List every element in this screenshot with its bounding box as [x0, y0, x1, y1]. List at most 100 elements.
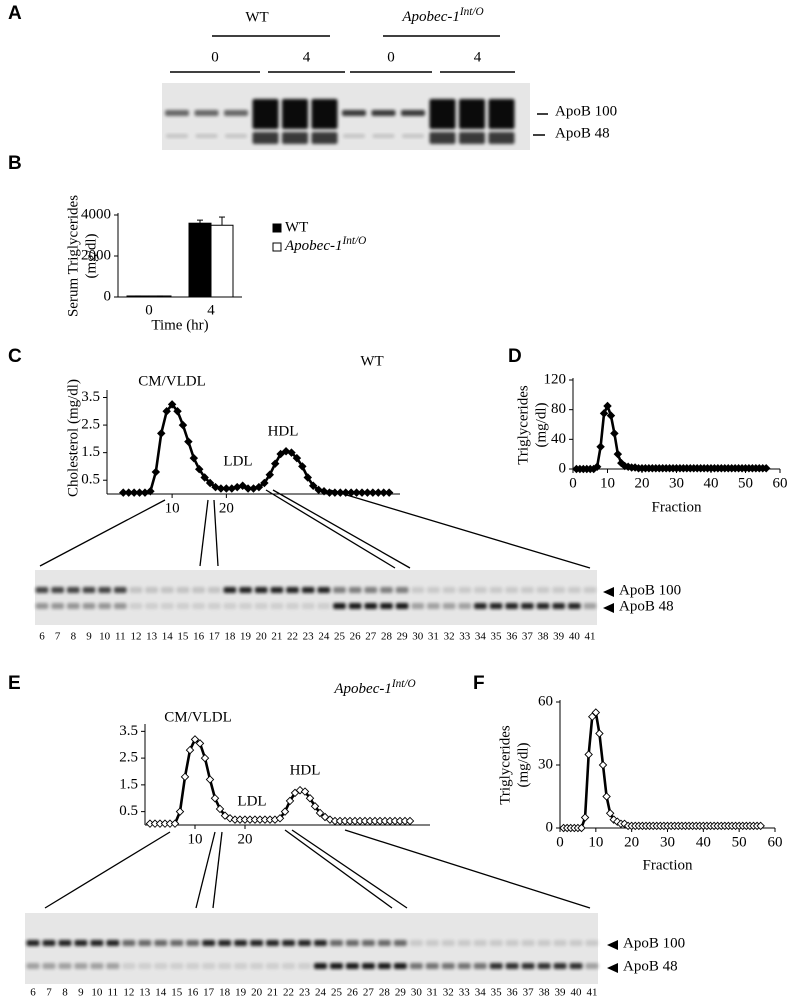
lane-number: 36 [506, 631, 518, 643]
data-point [238, 481, 247, 490]
blot-band [393, 940, 407, 946]
lane-number: 7 [55, 631, 61, 643]
data-point [613, 449, 623, 459]
lane-number: 17 [203, 987, 215, 999]
lane-number: 26 [347, 987, 359, 999]
blot-band [457, 940, 471, 946]
blot-image [35, 570, 597, 625]
blot-band [401, 110, 425, 116]
blot-band [252, 132, 279, 144]
blot-band [521, 963, 535, 969]
y-axis-label: (mg/dl) [83, 234, 99, 279]
blot-band [348, 587, 362, 593]
x-axis-label: Fraction [652, 499, 702, 515]
data-point [275, 814, 285, 823]
band-arrow [603, 603, 614, 613]
x-tick-label: 20 [219, 500, 234, 516]
data-point [606, 411, 616, 420]
blot-band [568, 587, 581, 593]
lane-number: 30 [411, 987, 423, 999]
y-axis-label: Triglycerides [497, 725, 513, 805]
blot-band [536, 587, 550, 593]
y-axis-label: (mg/dl) [533, 403, 549, 448]
data-point [270, 459, 280, 468]
lane-number: 23 [303, 631, 315, 643]
data-point [205, 478, 215, 488]
blot-band [343, 134, 365, 138]
blot-band [301, 587, 315, 593]
x-axis-label: Fraction [643, 857, 693, 873]
y-tick-label: 0 [546, 819, 554, 835]
lane-number: 24 [315, 987, 327, 999]
blot-band [377, 940, 391, 946]
blot-band [489, 603, 503, 609]
blot-band [254, 603, 268, 609]
data-point [184, 437, 193, 446]
blot-band [395, 587, 409, 593]
y-tick-label: 40 [551, 431, 566, 447]
blot-band [317, 603, 331, 609]
data-point [620, 819, 629, 829]
x-tick-label: 0 [145, 302, 153, 318]
blot-band [505, 963, 519, 969]
blot-band [585, 940, 599, 946]
blot-band [553, 963, 567, 969]
blot-band [314, 940, 327, 946]
blot-band [266, 963, 280, 969]
blot-band [568, 603, 581, 609]
blot-band [51, 587, 64, 593]
lane-number: 6 [39, 631, 45, 643]
lane-number: 41 [585, 631, 596, 643]
data-point [146, 487, 155, 496]
data-point [300, 787, 310, 796]
blot-band [474, 587, 487, 593]
blot-band [377, 963, 391, 969]
blot-band [298, 963, 311, 969]
blot-band [176, 603, 190, 609]
blot-band [345, 940, 359, 946]
blot-band [113, 587, 127, 593]
data-point [185, 745, 195, 755]
lane-number: 38 [538, 631, 550, 643]
y-tick-label: 2.5 [81, 417, 100, 433]
blot-band [536, 603, 550, 609]
data-point [211, 482, 220, 492]
blot-band [333, 603, 346, 609]
data-point [162, 407, 171, 416]
data-point [613, 817, 622, 826]
blot-band [165, 110, 189, 116]
band-label: ApoB 48 [623, 958, 678, 974]
panel-letter: A [8, 3, 22, 24]
lane-number: 39 [553, 631, 565, 643]
y-tick-label: 1.5 [119, 776, 138, 792]
data-point [310, 802, 320, 811]
x-tick-label: 10 [588, 834, 603, 850]
y-tick-label: 2000 [81, 247, 111, 263]
time-label: 4 [303, 49, 311, 65]
blot-band [364, 603, 378, 609]
blot-band [425, 940, 439, 946]
annotation: LDL [223, 453, 252, 469]
blot-band [429, 132, 456, 144]
lane-number: 14 [155, 987, 167, 999]
data-point [605, 809, 615, 818]
blot-band [569, 963, 583, 969]
blot-band [26, 963, 40, 969]
data-point [210, 794, 220, 803]
blot-band [170, 963, 184, 969]
band-arrow [607, 963, 618, 973]
connectors-c [39, 489, 591, 569]
panel-letter: D [508, 346, 522, 367]
blot-band [489, 587, 503, 593]
blot-band [441, 940, 455, 946]
blot-band [317, 587, 331, 593]
blot-band [569, 940, 583, 946]
data-point [320, 812, 330, 822]
bar [188, 222, 212, 298]
lane-number: 40 [571, 987, 583, 999]
chart-title: WT [360, 353, 383, 369]
blot-band [488, 132, 515, 144]
blot-band [266, 940, 280, 946]
data-point [190, 735, 200, 744]
blot-band [270, 603, 284, 609]
